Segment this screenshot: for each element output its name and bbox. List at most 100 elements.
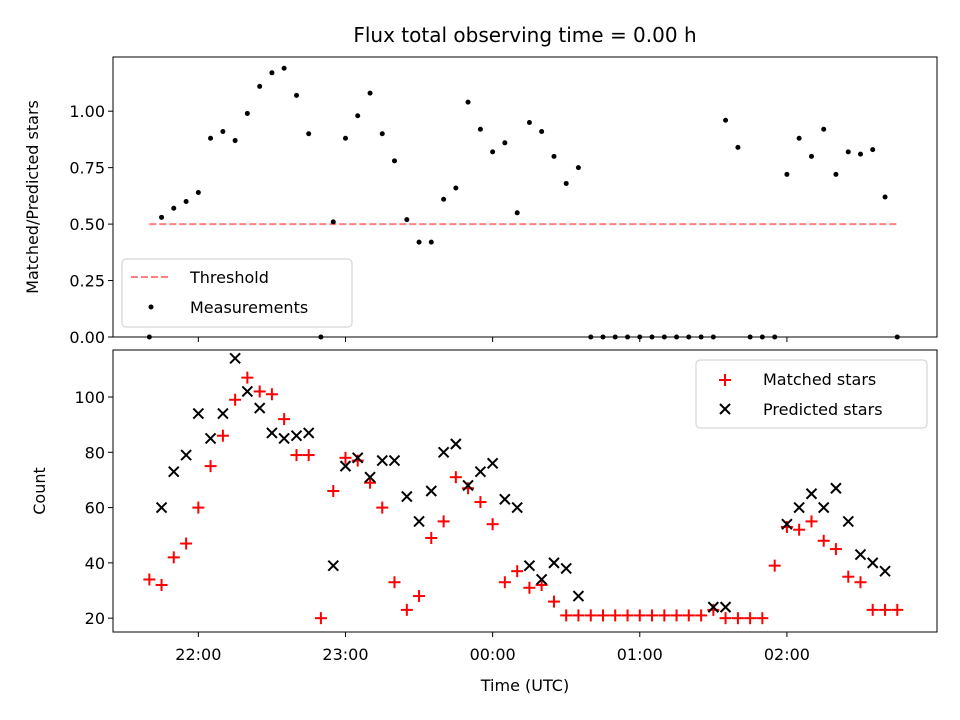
measurement-point: [551, 153, 557, 159]
predicted-star-point: [229, 352, 241, 365]
measurement-point: [723, 117, 729, 123]
predicted-star-point: [192, 407, 205, 420]
predicted-star-point: [339, 460, 352, 472]
ratio-y-axis-label: Matched/Predicted stars: [23, 100, 42, 294]
matched-star-point: [425, 532, 438, 544]
matched-star-point: [866, 603, 879, 616]
matched-star-point: [278, 413, 291, 426]
measurement-point: [845, 149, 851, 155]
x-tick-label: 23:00: [322, 645, 368, 664]
matched-star-point: [547, 595, 560, 608]
measurement-point: [453, 185, 459, 191]
count-legend-box: [695, 359, 928, 429]
predicted-star-point: [204, 432, 217, 445]
measurement-point: [416, 239, 422, 245]
matched-star-point: [596, 609, 609, 622]
measurement-point: [735, 144, 741, 150]
matched-star-point: [314, 612, 327, 625]
ratio-marks: [146, 65, 900, 340]
measurement-point: [244, 110, 250, 116]
x-tick-label: 00:00: [470, 645, 516, 664]
measurement-point: [833, 171, 839, 177]
ratio-legend: Threshold Measurements: [121, 258, 353, 328]
matched-star-point: [535, 579, 548, 591]
predicted-star-point: [351, 452, 364, 464]
measurement-point: [870, 147, 876, 153]
predicted-star-point: [266, 427, 278, 439]
predicted-star-point: [817, 501, 830, 514]
matched-star-point: [327, 485, 340, 497]
matched-star-point: [474, 496, 487, 509]
predicted-star-point: [854, 548, 867, 561]
matched-star-point: [388, 576, 401, 589]
measurements-legend-label: Measurements: [190, 298, 308, 317]
ratio-legend-box: [121, 258, 353, 328]
measurement-point: [857, 151, 863, 157]
matched-star-point: [621, 609, 634, 622]
predicted-star-point: [866, 557, 879, 569]
matched-star-point: [413, 590, 426, 603]
count-y-tick-label: 20: [85, 609, 105, 628]
measurement-point: [490, 149, 496, 155]
predicted-star-point: [535, 573, 548, 586]
chart-title: Flux total observing time = 0.00 h: [353, 23, 696, 47]
measurement-point: [563, 180, 569, 186]
measurement-point: [195, 189, 201, 195]
predicted-star-point: [781, 518, 793, 530]
matched-star-point: [511, 565, 524, 578]
matched-star-point: [891, 603, 904, 616]
measurement-point: [391, 158, 397, 164]
predicted-star-point: [278, 432, 290, 445]
measurement-point: [821, 126, 827, 132]
matched-legend-swatch: [719, 374, 731, 386]
predicted-star-point: [572, 590, 585, 602]
matched-star-point: [670, 609, 683, 622]
measurement-point: [342, 135, 348, 141]
measurement-point: [183, 199, 189, 205]
matched-star-point: [449, 471, 462, 484]
predicted-star-point: [437, 446, 450, 459]
x-tick-label: 01:00: [617, 645, 663, 664]
matched-star-point: [756, 612, 769, 625]
measurement-point: [330, 219, 336, 225]
matched-star-point: [854, 576, 867, 589]
matched-star-point: [695, 609, 708, 622]
ratio-y-tick-label: 0.75: [69, 159, 105, 178]
matched-star-point: [290, 449, 303, 462]
predicted-star-point: [290, 429, 303, 442]
matched-star-point: [204, 460, 217, 473]
matched-star-point: [339, 451, 352, 464]
matched-star-point: [805, 515, 818, 528]
matched-star-point: [879, 603, 892, 616]
measurement-point: [575, 165, 581, 171]
count-marks: [143, 352, 904, 625]
matched-legend-label: Matched stars: [763, 370, 876, 389]
predicted-star-point: [879, 565, 891, 577]
matched-star-point: [180, 537, 193, 550]
predicted-star-point: [486, 457, 499, 470]
matched-star-point: [376, 501, 389, 514]
matched-star-point: [682, 609, 695, 622]
measurement-point: [882, 194, 888, 200]
measurement-point: [465, 99, 471, 105]
measurement-point: [784, 171, 790, 177]
measurement-point: [539, 129, 545, 135]
ratio-y-tick-label: 1.00: [69, 102, 105, 121]
matched-star-point: [584, 609, 597, 622]
measurement-point: [428, 239, 434, 245]
count-y-tick-label: 40: [85, 554, 105, 573]
matched-star-point: [265, 388, 278, 401]
measurement-point: [159, 214, 165, 220]
measurement-point: [808, 153, 814, 159]
ratio-y-tick-label: 0.25: [69, 272, 105, 291]
count-axes-frame: [112, 349, 938, 633]
x-tick-label: 22:00: [175, 645, 221, 664]
matched-star-point: [241, 371, 254, 384]
predicted-star-point: [155, 501, 168, 514]
predicted-star-point: [842, 515, 854, 528]
count-x-ticks: 22:00 23:00 00:00 01:00 02:00: [175, 632, 810, 664]
predicted-star-point: [168, 465, 180, 478]
predicted-star-point: [793, 501, 805, 514]
predicted-star-point: [462, 479, 474, 492]
